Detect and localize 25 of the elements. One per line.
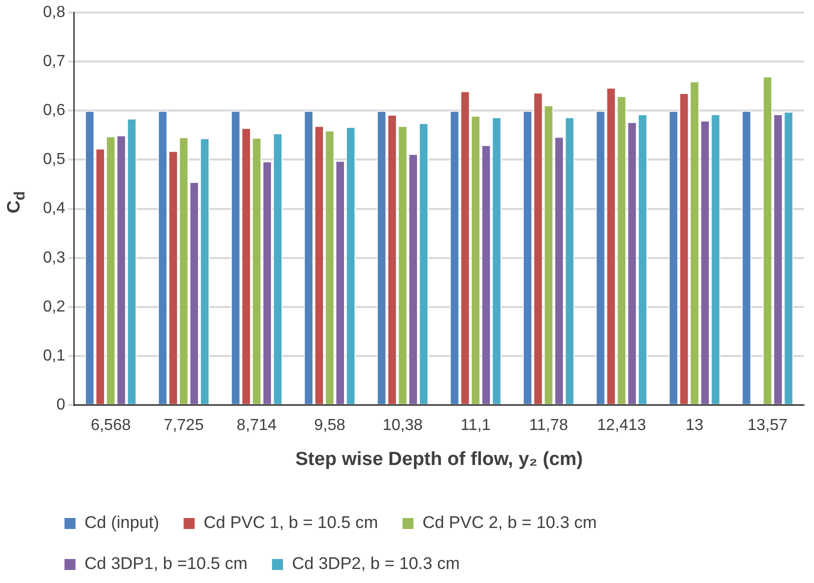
- legend-label: Cd PVC 1, b = 10.5 cm: [204, 513, 378, 532]
- x-tick-label: 7,725: [164, 417, 204, 434]
- y-tick-label: 0,5: [42, 151, 66, 168]
- legend-label: Cd 3DP2, b = 10.3 cm: [292, 554, 460, 574]
- legend-label: Cd (input): [84, 513, 160, 532]
- y-tick-label: 0,4: [42, 200, 66, 218]
- legend-label: Cd PVC 2, b = 10.3 cm: [422, 513, 597, 532]
- y-tick-label: 0: [56, 396, 66, 414]
- x-tick-label: 9,58: [314, 417, 346, 434]
- x-tick-label: 6,568: [90, 417, 131, 434]
- y-tick-label: 0,7: [42, 53, 66, 70]
- y-tick-label: 0,6: [42, 102, 66, 120]
- legend-label: Cd 3DP1, b =10.5 cm: [84, 554, 248, 574]
- x-tick-label: 11,78: [529, 417, 568, 434]
- x-tick-label: 12,413: [597, 417, 646, 434]
- x-tick-label: 10,38: [382, 417, 423, 434]
- x-tick-label: 8,714: [236, 417, 277, 434]
- y-tick-label: 0,8: [42, 4, 66, 22]
- x-tick-label: 13: [686, 417, 704, 434]
- y-tick-label: 0,3: [42, 249, 66, 266]
- x-axis-title: Step wise Depth of flow, y₂ (cm): [295, 448, 583, 470]
- x-tick-label: 13,57: [747, 417, 788, 434]
- y-tick-label: 0,2: [42, 298, 66, 316]
- y-tick-label: 0,1: [42, 347, 66, 364]
- x-tick-label: 11,1: [460, 417, 491, 434]
